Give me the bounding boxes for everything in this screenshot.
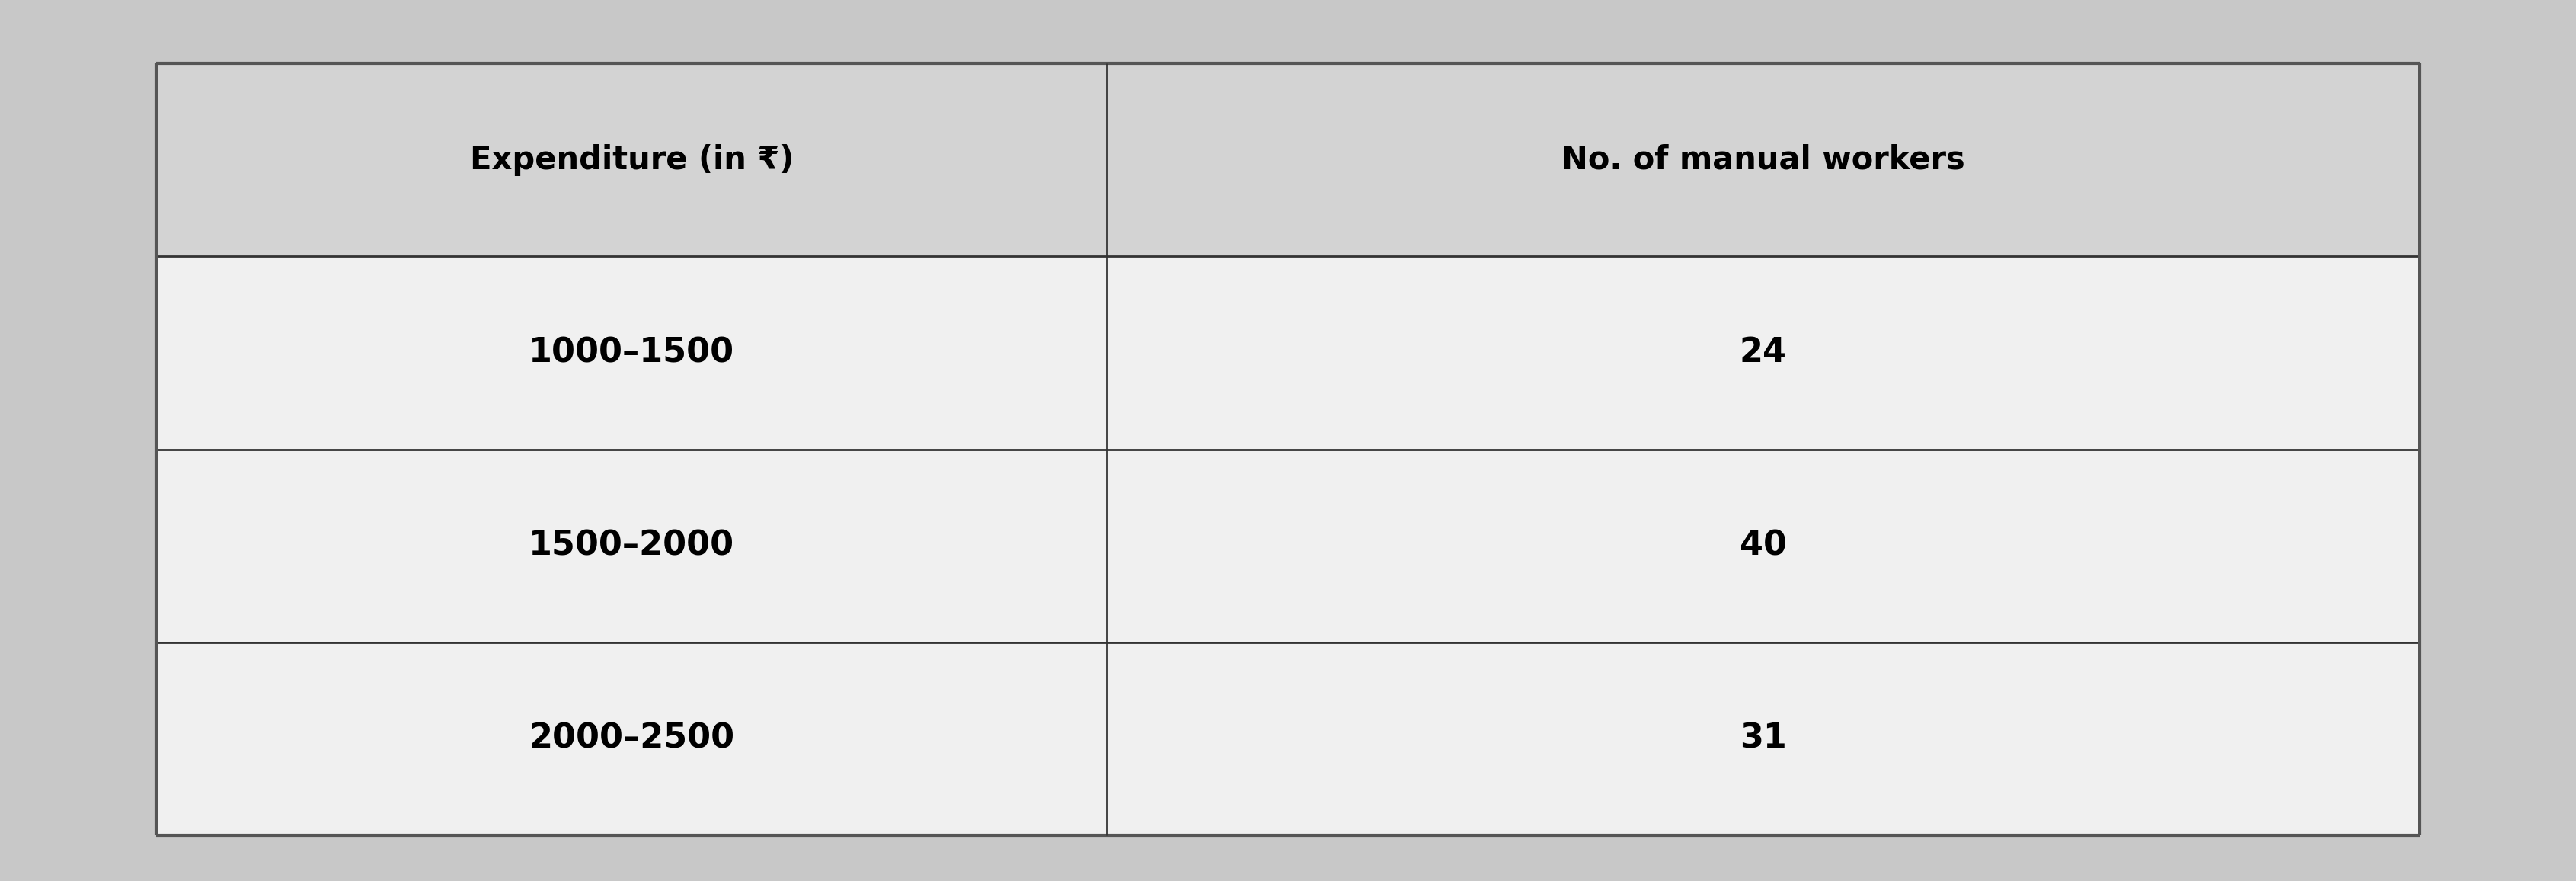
Text: 1000–1500: 1000–1500 [528, 337, 734, 369]
Bar [157, 256, 2419, 449]
Text: 24: 24 [1739, 337, 1788, 369]
Text: 1500–2000: 1500–2000 [528, 529, 734, 562]
Text: 2000–2500: 2000–2500 [528, 722, 734, 755]
Text: 40: 40 [1739, 529, 1788, 562]
Bar [157, 642, 2419, 835]
Text: 31: 31 [1739, 722, 1788, 755]
Bar [157, 63, 2419, 256]
Text: No. of manual workers: No. of manual workers [1561, 144, 1965, 176]
Bar [157, 449, 2419, 642]
Text: Expenditure (in ₹): Expenditure (in ₹) [469, 144, 793, 176]
